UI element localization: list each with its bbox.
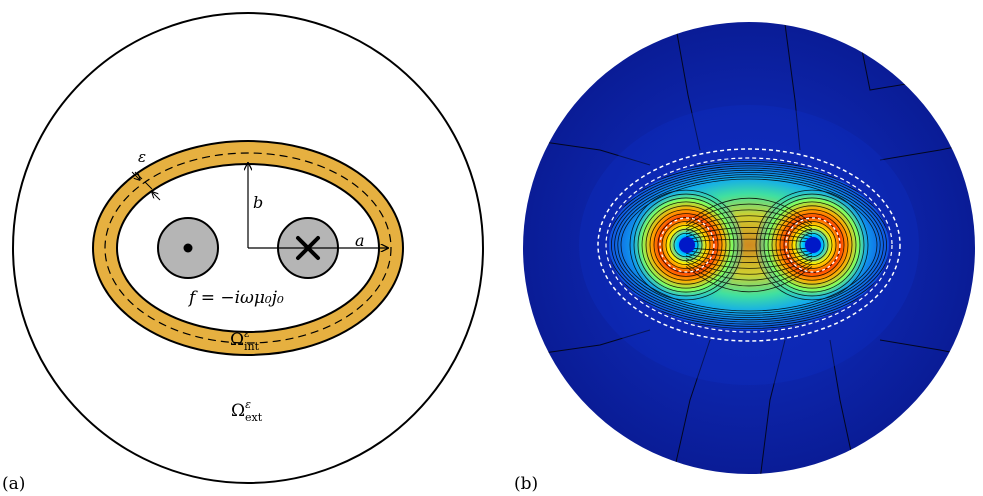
ring-midline — [104, 152, 392, 344]
contour-outer — [617, 176, 881, 314]
contour-outer — [609, 167, 889, 323]
contour-outer — [609, 165, 889, 325]
panel-b-simulation: (b) — [514, 22, 975, 494]
contour-arc — [685, 258, 813, 275]
omega-int-base: Ω — [230, 330, 244, 350]
contour-arc — [685, 203, 813, 227]
omega-ext-sup: ε — [245, 398, 251, 411]
contour-arc — [685, 247, 813, 252]
ring-boundary-outer — [597, 148, 901, 342]
contour-arc — [685, 232, 813, 240]
panel-b-label: (b) — [514, 474, 538, 494]
contour-loop — [637, 197, 735, 293]
epsilon-indicator — [131, 171, 161, 201]
ring-boundary-inner — [605, 157, 893, 333]
contour-arc — [685, 215, 813, 232]
epsilon-label: ε — [138, 148, 146, 166]
contour-arc — [685, 266, 813, 293]
contour-loop — [775, 209, 849, 281]
contour-loop — [795, 228, 829, 262]
contour-outer — [611, 171, 888, 318]
contour-arc — [685, 250, 813, 258]
contour-loop — [669, 228, 703, 262]
contour-loop — [673, 232, 699, 258]
contour-outer — [614, 174, 884, 316]
contour-outer — [620, 178, 878, 312]
contour-outer — [609, 163, 889, 327]
panel-a-geometry: ε b a f = −iωμ₀j₀ Ωε int Ωε ext (a) — [2, 12, 484, 494]
contour-loop — [653, 213, 719, 277]
contour-loop — [791, 224, 833, 265]
contour-loop — [767, 201, 857, 289]
conductor-boundary-left — [659, 217, 715, 273]
contour-arc — [685, 255, 813, 269]
conductor-core-right — [805, 237, 821, 253]
field-contour-lines — [609, 160, 889, 330]
contour-loop — [759, 193, 865, 297]
contour-arc — [685, 252, 813, 263]
omega-int-label: Ωε int — [230, 327, 260, 353]
contour-arc — [685, 221, 813, 235]
a-label: a — [355, 231, 365, 250]
contour-arc — [685, 238, 813, 243]
omega-ext-sub: ext — [245, 411, 263, 424]
contour-loop — [779, 213, 845, 277]
mesh-lines — [529, 22, 975, 474]
conductor-boundary-right — [785, 217, 841, 273]
omega-ext-base: Ω — [231, 401, 245, 421]
contour-arc — [685, 227, 813, 238]
contour-loop — [645, 205, 727, 285]
omega-int-sub: int — [244, 340, 260, 353]
b-label: b — [253, 193, 263, 212]
current-out-dot-icon — [183, 243, 193, 253]
outer-domain-circle — [12, 12, 484, 484]
contour-arc — [685, 197, 813, 224]
contour-outer — [609, 169, 889, 321]
contour-loop — [661, 221, 711, 269]
contour-loop — [787, 221, 837, 269]
contour-loop — [649, 209, 723, 281]
contour-loop — [763, 197, 861, 293]
panel-a-label: (a) — [2, 474, 25, 494]
contour-loop — [629, 189, 743, 301]
contour-loop — [799, 232, 825, 258]
source-equation: f = −iωμ₀j₀ — [187, 288, 284, 308]
conductor-core-left — [679, 237, 695, 253]
contour-loop — [665, 224, 707, 265]
contour-arc — [685, 263, 813, 287]
contour-loop — [641, 201, 731, 289]
omega-int-sup: ε — [244, 327, 250, 340]
contour-loop — [755, 189, 869, 301]
contour-loop — [633, 193, 739, 297]
contour-outer — [609, 160, 889, 329]
contour-loop — [771, 205, 853, 285]
contour-arc — [685, 260, 813, 281]
omega-ext-label: Ωε ext — [231, 398, 263, 424]
